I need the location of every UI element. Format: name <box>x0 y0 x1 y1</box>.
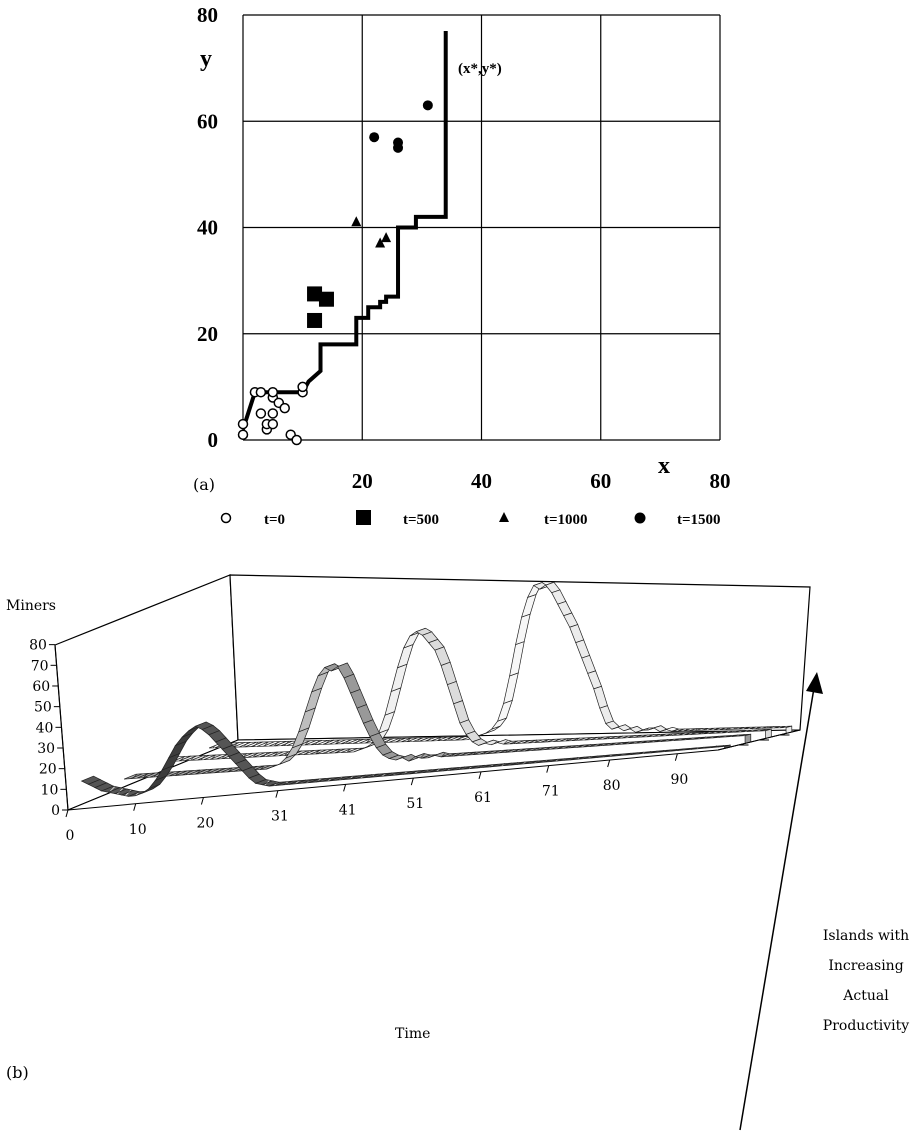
point-t1500 <box>422 100 433 111</box>
panel-b-label: (b) <box>6 1063 29 1082</box>
legend-label-t1500: t=1500 <box>677 512 721 528</box>
legend-label-t1000: t=1000 <box>544 512 588 528</box>
frontier-step-line <box>241 30 448 430</box>
depth-label-line-4: Productivity <box>823 1018 909 1034</box>
point-t0 <box>291 434 302 446</box>
point-t1000 <box>381 232 392 243</box>
x-tick <box>275 790 279 798</box>
point-t1000 <box>351 216 362 227</box>
point-t1500 <box>369 132 380 143</box>
ribbons <box>80 581 793 797</box>
y-tick-label: 20 <box>39 762 57 778</box>
legend-label-t0: t=0 <box>264 512 285 528</box>
x-tick <box>478 771 482 780</box>
x-tick-label: 71 <box>542 784 560 800</box>
point-t0 <box>237 418 249 430</box>
depth-label: Islands with Increasing Actual Productiv… <box>823 928 909 1034</box>
y-tick-label: 80 <box>197 3 218 27</box>
y-tick-label: 40 <box>36 720 54 736</box>
ribbon-series <box>166 627 772 762</box>
point-t0 <box>279 402 290 414</box>
depth-axis <box>717 729 801 751</box>
x-tick <box>343 784 347 792</box>
point-t0 <box>297 381 308 393</box>
y-axis: 0 10 20 30 40 50 60 70 80 <box>29 638 69 819</box>
x-axis: 0 10 20 31 41 51 61 71 80 90 <box>65 734 790 844</box>
x-tick <box>133 803 137 811</box>
x-tick-label: 80 <box>603 778 621 794</box>
ribbon-series <box>80 721 731 797</box>
x-axis-label: x <box>658 453 670 479</box>
panel-a-label: (a) <box>193 475 215 494</box>
y-tick-label: 20 <box>197 322 218 346</box>
point-t0 <box>237 429 249 440</box>
x-tick <box>200 797 204 805</box>
depth-arrow-line <box>739 687 815 1131</box>
x-tick-label: 51 <box>406 796 424 812</box>
y-tick-labels: 0 20 40 60 80 <box>197 3 218 452</box>
point-t0 <box>267 418 279 430</box>
point-t0 <box>267 408 279 419</box>
x-tick-label: 20 <box>352 469 373 493</box>
x-tick <box>410 777 414 786</box>
y-axis-label-miners: Miners <box>6 598 56 614</box>
ribbon-series <box>123 662 752 780</box>
x-tick-labels: 20 40 60 80 <box>352 469 731 493</box>
point-t500 <box>307 286 323 302</box>
point-t1500 <box>393 137 404 148</box>
y-tick-label: 0 <box>208 428 219 452</box>
panel-b-3d-area: 0 10 20 30 40 50 60 70 80 0 10 20 31 41 51 61 71 80 90 Mi… <box>6 574 909 1131</box>
point-t0 <box>255 408 267 419</box>
x-axis-label-time: Time <box>395 1026 430 1042</box>
scatter-points <box>237 100 433 446</box>
y-axis-line <box>54 644 69 811</box>
y-tick-label: 40 <box>197 216 218 240</box>
point-t500 <box>318 291 334 307</box>
y-axis-label: y <box>200 46 212 72</box>
x-tick-label: 61 <box>474 790 492 806</box>
x-tick-label: 41 <box>339 802 357 818</box>
x-tick-label: 0 <box>66 828 75 844</box>
y-tick-label: 60 <box>32 679 50 695</box>
ribbon-series <box>208 581 793 749</box>
x-tick-label: 31 <box>271 809 289 825</box>
legend-marker-t1000 <box>499 512 509 522</box>
depth-label-line-2: Increasing <box>828 958 903 974</box>
legend-marker-t0 <box>220 512 232 524</box>
grid-lines <box>242 14 721 441</box>
x-tick-label: 20 <box>197 816 215 832</box>
x-tick <box>674 753 678 761</box>
legend: t=0 t=500 t=1000 t=1500 <box>220 510 721 528</box>
depth-arrow-head <box>806 672 823 694</box>
x-tick-label: 60 <box>590 469 611 493</box>
y-tick-label: 70 <box>31 658 49 674</box>
point-t0 <box>267 386 279 398</box>
y-tick-label: 0 <box>51 803 60 819</box>
y-tick-label: 80 <box>29 638 47 654</box>
y-tick-label: 60 <box>197 109 218 133</box>
y-tick-label: 10 <box>41 782 59 798</box>
depth-label-line-1: Islands with <box>823 928 909 944</box>
legend-marker-t500 <box>356 510 371 525</box>
x-tick <box>607 759 611 768</box>
x-tick <box>546 765 550 773</box>
x-tick-label: 40 <box>471 469 492 493</box>
point-t0 <box>255 386 267 398</box>
y-tick-label: 30 <box>37 741 55 757</box>
x-tick-label: 80 <box>710 469 731 493</box>
legend-label-t500: t=500 <box>403 512 439 528</box>
y-tick-label: 50 <box>34 700 52 716</box>
x-tick-label: 90 <box>670 772 688 788</box>
legend-marker-t1500 <box>634 512 646 524</box>
depth-label-line-3: Actual <box>842 988 889 1004</box>
panel-a-scatter: 0 20 40 60 80 20 40 60 80 y x (a) (x*,y*) t=0 t… <box>193 3 731 528</box>
point-t500 <box>307 312 323 328</box>
x-tick <box>65 809 69 818</box>
x-tick-label: 10 <box>129 822 147 838</box>
optimum-annotation: (x*,y*) <box>458 61 502 77</box>
point-t1000 <box>375 237 386 248</box>
